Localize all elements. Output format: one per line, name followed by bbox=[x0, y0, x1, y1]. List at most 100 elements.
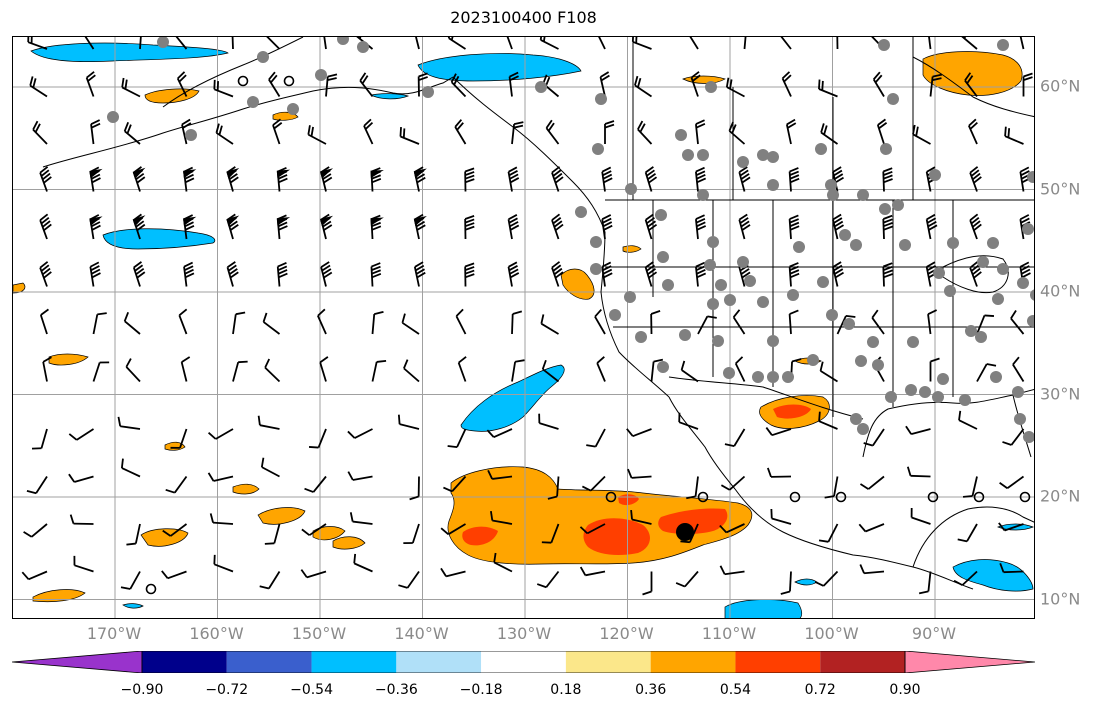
wind-barb bbox=[637, 120, 653, 145]
wind-barb bbox=[257, 415, 280, 430]
wind-barb bbox=[689, 37, 699, 50]
wind-barb bbox=[871, 309, 885, 335]
wind-barb bbox=[92, 361, 110, 382]
station-dot bbox=[965, 325, 977, 337]
station-dot bbox=[697, 189, 709, 201]
pos-area-hawaii3 bbox=[312, 526, 346, 541]
station-dot bbox=[357, 41, 369, 53]
wind-barb bbox=[1019, 37, 1025, 50]
wind-barb bbox=[719, 523, 745, 534]
calm-wind-circle bbox=[789, 491, 801, 503]
neg-area-central-america bbox=[952, 559, 1034, 592]
wind-barb bbox=[413, 166, 427, 192]
wind-barb bbox=[969, 261, 982, 287]
wind-barb bbox=[320, 166, 334, 192]
pos-area-west2 bbox=[32, 589, 86, 603]
wind-barb bbox=[121, 77, 141, 98]
wind-barb bbox=[323, 37, 327, 50]
wind-barb bbox=[690, 71, 701, 97]
station-dot bbox=[892, 199, 904, 211]
wind-barb bbox=[695, 261, 707, 287]
station-dot bbox=[287, 103, 299, 115]
neg-area-west-pacific bbox=[102, 228, 216, 250]
colorbar bbox=[12, 651, 1035, 673]
station-dot bbox=[609, 309, 621, 321]
colorbar-tick-label: −0.72 bbox=[205, 682, 249, 698]
wind-barb bbox=[417, 72, 428, 97]
latitude-label: 10°N bbox=[1040, 589, 1081, 608]
wind-barb bbox=[680, 523, 699, 544]
station-dot bbox=[787, 289, 799, 301]
station-dot bbox=[757, 296, 769, 308]
neg-area-dot1 bbox=[122, 603, 144, 609]
wind-barb bbox=[176, 71, 188, 97]
wind-barb bbox=[596, 356, 606, 382]
wind-barb bbox=[906, 466, 931, 478]
wind-barb bbox=[872, 71, 885, 97]
longitude-label: 100°W bbox=[804, 624, 859, 643]
wind-barb bbox=[320, 213, 334, 240]
station-dot bbox=[535, 81, 547, 93]
wind-barb bbox=[493, 552, 513, 573]
station-dot bbox=[1022, 223, 1034, 235]
station-dot bbox=[592, 143, 604, 155]
wind-barb bbox=[788, 262, 800, 287]
wind-barb bbox=[601, 214, 613, 240]
wind-barb bbox=[697, 315, 717, 335]
wind-barb bbox=[929, 73, 943, 97]
wind-barb bbox=[132, 166, 146, 192]
station-dot bbox=[705, 81, 717, 93]
wind-barb bbox=[961, 37, 978, 50]
station-dot bbox=[157, 37, 169, 48]
florida bbox=[1012, 394, 1032, 458]
wind-barb bbox=[207, 472, 234, 482]
yucatan bbox=[912, 506, 1034, 568]
wind-barb bbox=[85, 71, 96, 97]
wind-barb bbox=[486, 428, 513, 438]
wind-barb bbox=[213, 79, 234, 98]
colorbar-tick-label: 0.18 bbox=[550, 682, 582, 698]
wind-barb bbox=[32, 120, 48, 145]
wind-barb bbox=[117, 416, 141, 430]
station-dot bbox=[907, 336, 919, 348]
wind-barb bbox=[232, 311, 246, 335]
map-panel[interactable] bbox=[12, 36, 1035, 619]
wind-barb bbox=[370, 214, 384, 240]
graticule bbox=[13, 37, 1034, 618]
panhandle-coast bbox=[452, 76, 606, 233]
station-dot bbox=[932, 391, 944, 403]
wind-barb bbox=[734, 356, 746, 382]
wind-barb bbox=[300, 569, 327, 579]
wind-barb bbox=[68, 428, 94, 441]
wind-barb bbox=[464, 262, 475, 287]
station-dot bbox=[817, 276, 829, 288]
station-dot bbox=[422, 86, 434, 98]
wind-barb bbox=[180, 356, 191, 382]
station-dot bbox=[843, 318, 855, 330]
wind-barb bbox=[818, 523, 839, 543]
wind-barb bbox=[464, 214, 475, 240]
wind-barb bbox=[545, 119, 560, 145]
wind-barb bbox=[788, 309, 799, 335]
wind-barb bbox=[818, 79, 838, 98]
wind-barb bbox=[447, 37, 466, 50]
station-dot bbox=[885, 391, 897, 403]
wind-barb bbox=[266, 37, 281, 50]
station-dot bbox=[767, 179, 779, 191]
station-dot bbox=[975, 331, 987, 343]
wind-barb bbox=[644, 213, 658, 240]
wind-barb bbox=[969, 213, 982, 240]
wind-barb bbox=[181, 118, 192, 145]
wind-barb bbox=[650, 309, 661, 335]
wind-barb bbox=[644, 261, 658, 287]
storm-center-marker bbox=[676, 523, 694, 541]
wind-barb bbox=[627, 468, 652, 479]
station-dot bbox=[880, 143, 892, 155]
station-dots bbox=[107, 37, 1034, 443]
wind-barb bbox=[272, 118, 283, 145]
wind-barb bbox=[728, 121, 746, 145]
colorbar-bin bbox=[650, 651, 736, 673]
station-dot bbox=[997, 263, 1009, 275]
station-dot bbox=[707, 236, 719, 248]
station-dot bbox=[625, 183, 637, 195]
